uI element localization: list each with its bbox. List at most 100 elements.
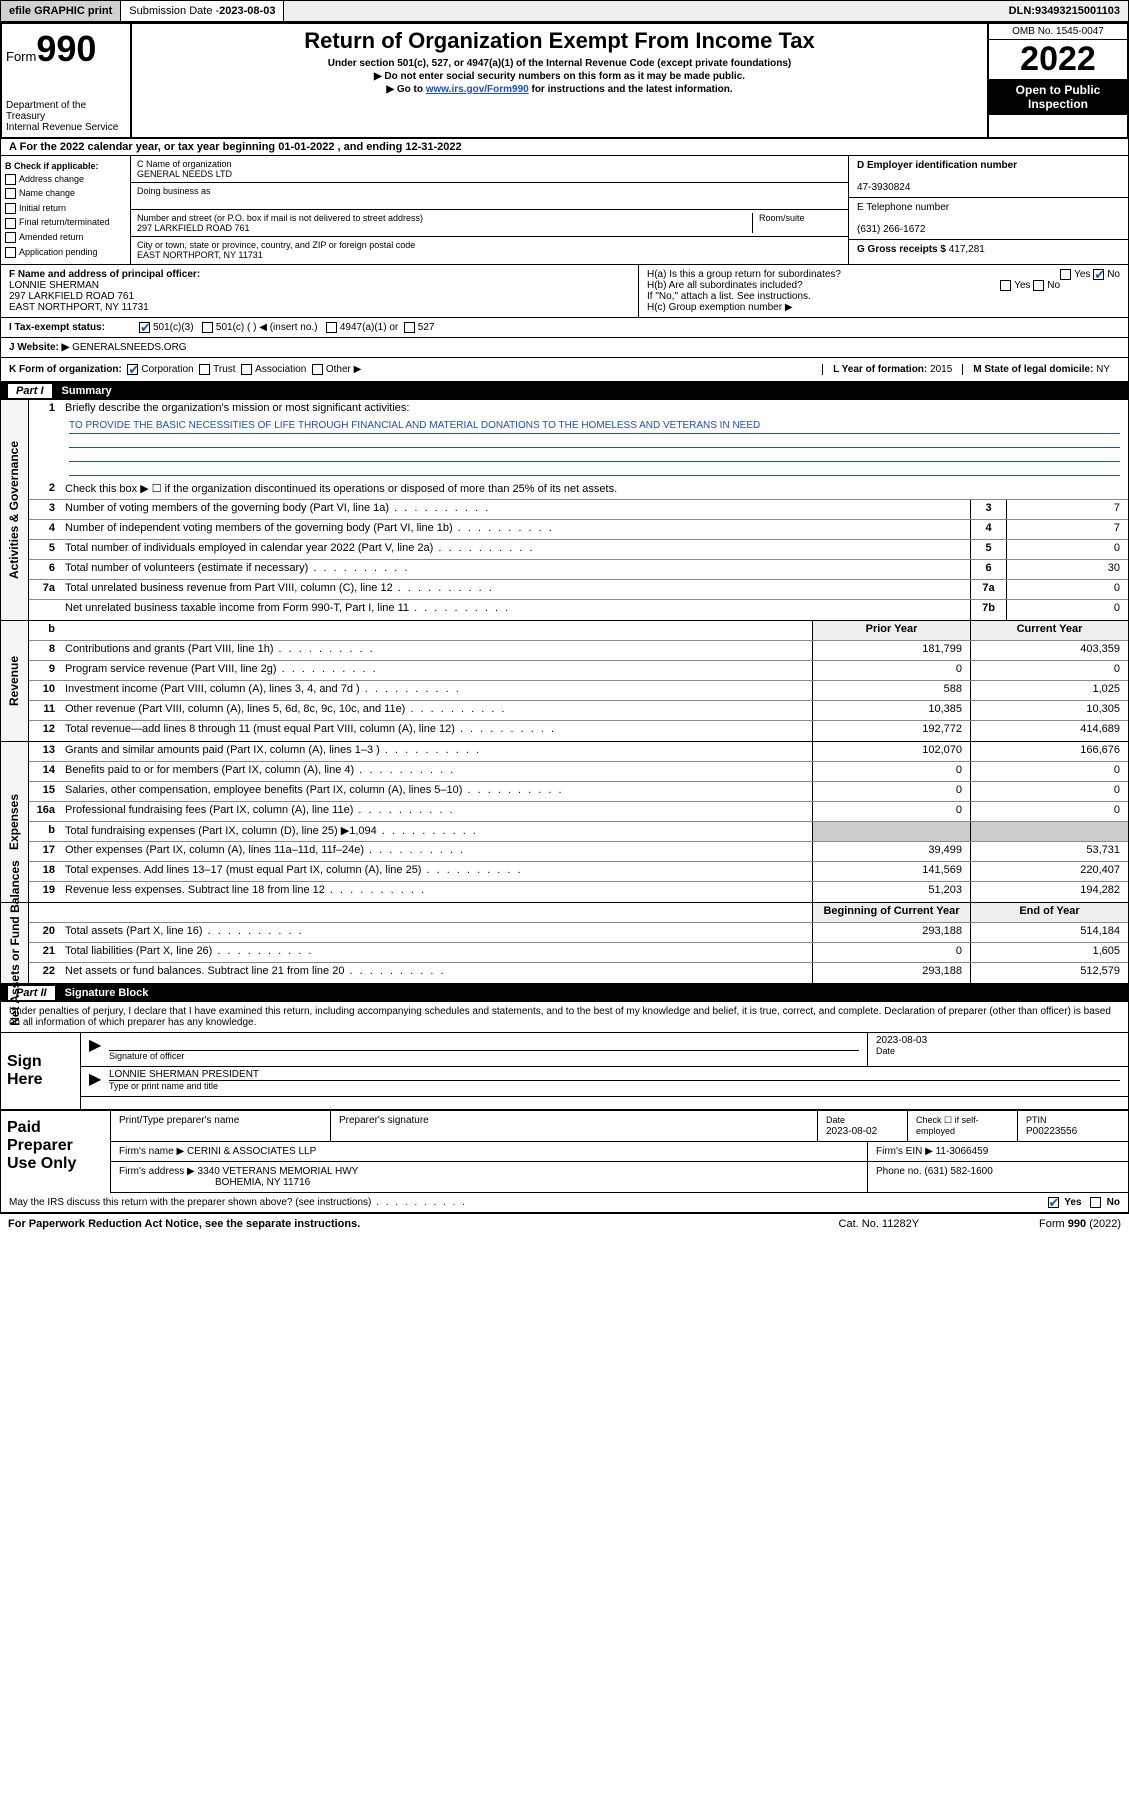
line-val: 7 <box>1006 520 1128 539</box>
mission-text: TO PROVIDE THE BASIC NECESSITIES OF LIFE… <box>29 420 1128 480</box>
sign-here-label: Sign Here <box>1 1033 81 1109</box>
prior-val: 102,070 <box>812 742 970 761</box>
line-box: 3 <box>970 500 1006 519</box>
curr-val: 0 <box>970 802 1128 821</box>
street-label: Number and street (or P.O. box if mail i… <box>137 213 423 223</box>
discuss-yes: Yes <box>1064 1197 1081 1208</box>
form-subtitle-2: ▶ Do not enter social security numbers o… <box>140 71 979 82</box>
firm-addr-label: Firm's address ▶ <box>119 1166 198 1177</box>
chk-name-change[interactable]: Name change <box>5 187 126 200</box>
dln-label: DLN: <box>1009 5 1035 17</box>
chk-other[interactable] <box>312 364 323 375</box>
prior-val <box>812 822 970 841</box>
sig-date-label: Date <box>876 1046 1120 1056</box>
summary-row: 14 Benefits paid to or for members (Part… <box>29 762 1128 782</box>
part2-title: Signature Block <box>65 987 149 999</box>
efile-print-button[interactable]: efile GRAPHIC print <box>1 1 121 21</box>
line-num: 18 <box>29 862 61 881</box>
line-val: 0 <box>1006 600 1128 620</box>
line-num: 12 <box>29 721 61 741</box>
preparer-name-label: Print/Type preparer's name <box>111 1111 331 1141</box>
prep-date: 2023-08-02 <box>826 1126 877 1137</box>
omb-number: OMB No. 1545-0047 <box>989 24 1127 40</box>
goto-pre: ▶ Go to <box>386 84 425 95</box>
chk-527[interactable] <box>404 322 415 333</box>
discuss-row: May the IRS discuss this return with the… <box>1 1193 1128 1212</box>
summary-row: 10 Investment income (Part VIII, column … <box>29 681 1128 701</box>
hb-no[interactable]: No <box>1047 280 1060 291</box>
chk-initial-return[interactable]: Initial return <box>5 202 126 215</box>
website-value: GENERALSNEEDS.ORG <box>72 342 186 353</box>
ha-no[interactable]: No <box>1107 269 1120 280</box>
chk-501c3[interactable] <box>139 322 150 333</box>
domicile: NY <box>1096 364 1110 375</box>
summary-expenses: Expenses 13 Grants and similar amounts p… <box>0 742 1129 903</box>
opt-trust: Trust <box>213 364 235 375</box>
line-desc: Total number of individuals employed in … <box>61 540 970 559</box>
ty-begin: 01-01-2022 <box>278 141 334 153</box>
tax-year: 2022 <box>989 40 1127 79</box>
year-formation-label: L Year of formation: <box>833 364 930 375</box>
curr-val: 512,579 <box>970 963 1128 983</box>
chk-4947[interactable] <box>326 322 337 333</box>
line-num: 6 <box>29 560 61 579</box>
line-desc: Total number of volunteers (estimate if … <box>61 560 970 579</box>
line-num: 22 <box>29 963 61 983</box>
line-box: 7b <box>970 600 1006 620</box>
part1-title: Summary <box>62 385 112 397</box>
officer-typed-name: LONNIE SHERMAN PRESIDENT <box>109 1069 1120 1081</box>
line-box: 4 <box>970 520 1006 539</box>
part1-header: Part I Summary <box>0 382 1129 400</box>
line-box: 6 <box>970 560 1006 579</box>
chk-amended-return[interactable]: Amended return <box>5 231 126 244</box>
prep-date-label: Date <box>826 1115 845 1125</box>
line-desc: Salaries, other compensation, employee b… <box>61 782 812 801</box>
line-desc: Number of independent voting members of … <box>61 520 970 539</box>
line-val: 0 <box>1006 540 1128 559</box>
year-box: OMB No. 1545-0047 2022 Open to Public In… <box>987 24 1127 137</box>
year-formation: 2015 <box>930 364 952 375</box>
curr-val: 53,731 <box>970 842 1128 861</box>
chk-final-return[interactable]: Final return/terminated <box>5 216 126 229</box>
opt-4947: 4947(a)(1) or <box>340 322 398 333</box>
form-title-box: Return of Organization Exempt From Incom… <box>132 24 987 137</box>
curr-val <box>970 822 1128 841</box>
summary-netassets: Net Assets or Fund Balances Beginning of… <box>0 903 1129 984</box>
line-desc: Net unrelated business taxable income fr… <box>61 600 970 620</box>
submission-date-cell: Submission Date - 2023-08-03 <box>121 1 284 21</box>
submission-label: Submission Date - <box>129 5 219 17</box>
section-f: F Name and address of principal officer:… <box>1 265 638 317</box>
line-num: 7a <box>29 580 61 599</box>
ha-yes[interactable]: Yes <box>1074 269 1090 280</box>
chk-trust[interactable] <box>199 364 210 375</box>
section-f-h: F Name and address of principal officer:… <box>0 265 1129 318</box>
summary-governance: Activities & Governance 1 Briefly descri… <box>0 400 1129 621</box>
firm-name-label: Firm's name ▶ <box>119 1146 187 1157</box>
discuss-no-chk[interactable] <box>1090 1197 1101 1208</box>
phone-label: E Telephone number <box>857 202 949 213</box>
form990-link[interactable]: www.irs.gov/Form990 <box>426 84 529 95</box>
opt-other: Other ▶ <box>326 364 361 375</box>
line-desc: Contributions and grants (Part VIII, lin… <box>61 641 812 660</box>
chk-application-pending[interactable]: Application pending <box>5 246 126 259</box>
chk-address-change[interactable]: Address change <box>5 173 126 186</box>
part2-header: Part II Signature Block <box>0 984 1129 1002</box>
paid-preparer-label: Paid Preparer Use Only <box>1 1111 111 1193</box>
chk-association[interactable] <box>241 364 252 375</box>
line-desc: Program service revenue (Part VIII, line… <box>61 661 812 680</box>
chk-corporation[interactable] <box>127 364 138 375</box>
discuss-yes-chk[interactable] <box>1048 1197 1059 1208</box>
side-netassets: Net Assets or Fund Balances <box>1 903 29 983</box>
gov-row: 7a Total unrelated business revenue from… <box>29 580 1128 600</box>
hb-note: If "No," attach a list. See instructions… <box>647 291 1120 302</box>
officer-name: LONNIE SHERMAN <box>9 280 99 291</box>
prior-val: 51,203 <box>812 882 970 902</box>
gov-row: 6 Total number of volunteers (estimate i… <box>29 560 1128 580</box>
chk-501c[interactable] <box>202 322 213 333</box>
hb-yes[interactable]: Yes <box>1014 280 1030 291</box>
sig-date: 2023-08-03 <box>876 1035 1120 1046</box>
curr-val: 1,025 <box>970 681 1128 700</box>
line-num: b <box>29 822 61 841</box>
line-val: 30 <box>1006 560 1128 579</box>
line-desc: Total expenses. Add lines 13–17 (must eq… <box>61 862 812 881</box>
